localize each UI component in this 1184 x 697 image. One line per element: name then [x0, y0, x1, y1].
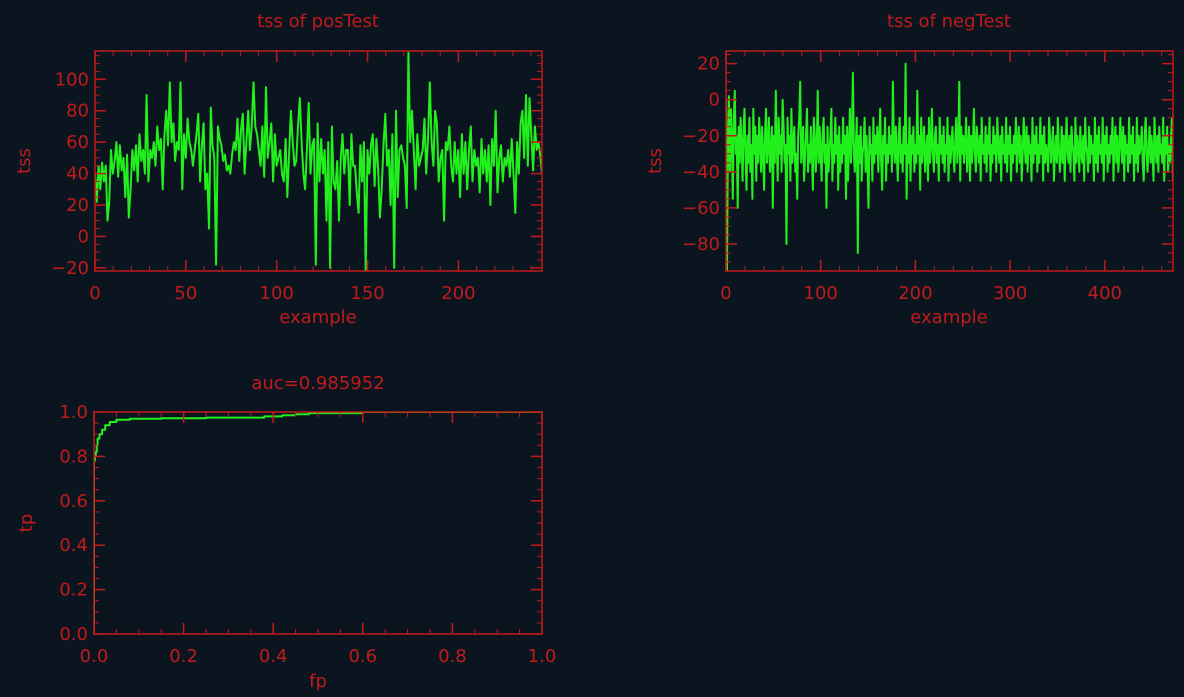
x-tick-label: 0.6: [348, 646, 377, 667]
y-tick-label: −60: [682, 198, 720, 219]
x-tick-label: 1.0: [528, 646, 557, 667]
x-axis-label: example: [279, 307, 356, 328]
y-tick-label: 20: [66, 195, 89, 216]
chart-title: tss of negTest: [887, 11, 1011, 32]
series-line: [726, 62, 1173, 271]
plot-frame: [725, 50, 1174, 272]
x-tick-label: 0: [89, 283, 100, 304]
y-axis-label: tp: [16, 514, 37, 532]
plot-frame: [94, 50, 543, 272]
y-tick-label: 80: [66, 101, 89, 122]
tss-negtest-panel: tss of negTest example tss 0 100 200 300 400…: [645, 11, 1174, 328]
series-line: [94, 412, 542, 634]
y-tick-label: 100: [55, 69, 89, 90]
x-tick-label: 300: [993, 283, 1027, 304]
series-line: [95, 51, 542, 271]
tss-postest-panel: tss of posTest example tss 0 50 100 150 200−…: [14, 11, 543, 328]
chart-title: tss of posTest: [257, 11, 379, 32]
y-tick-label: 0: [78, 226, 89, 247]
x-tick-label: 0: [720, 283, 731, 304]
y-tick-label: −20: [51, 258, 89, 279]
x-tick-label: 100: [804, 283, 838, 304]
y-tick-label: −20: [682, 126, 720, 147]
y-tick-label: 40: [66, 164, 89, 185]
y-axis-label: tss: [14, 148, 35, 174]
y-axis-label: tss: [645, 148, 666, 174]
y-tick-label: 0.4: [59, 535, 88, 556]
y-tick-label: 0.2: [59, 580, 88, 601]
x-tick-label: 200: [898, 283, 932, 304]
y-tick-label: −80: [682, 234, 720, 255]
y-tick-label: 0.6: [59, 491, 88, 512]
y-tick-label: −40: [682, 162, 720, 183]
x-tick-label: 0.8: [438, 646, 467, 667]
roc-curve-panel: auc=0.985952 fp tp 0.0 0.2 0.4 0.6 0.8 1.0 0.0…: [16, 373, 556, 692]
x-tick-label: 50: [174, 283, 197, 304]
x-tick-label: 150: [350, 283, 384, 304]
x-tick-label: 0.4: [259, 646, 288, 667]
y-tick-label: 0.0: [59, 624, 88, 645]
y-tick-label: 0: [709, 90, 720, 111]
x-tick-label: 400: [1088, 283, 1122, 304]
chart-title: auc=0.985952: [251, 373, 384, 394]
x-tick-label: 100: [260, 283, 294, 304]
y-tick-label: 60: [66, 132, 89, 153]
x-tick-label: 200: [441, 283, 475, 304]
x-axis-label: fp: [309, 671, 327, 692]
y-tick-label: 0.8: [59, 446, 88, 467]
x-tick-label: 0.2: [169, 646, 198, 667]
y-tick-label: 20: [697, 54, 720, 75]
x-axis-label: example: [910, 307, 987, 328]
y-tick-label: 1.0: [59, 402, 88, 423]
x-tick-label: 0.0: [80, 646, 109, 667]
